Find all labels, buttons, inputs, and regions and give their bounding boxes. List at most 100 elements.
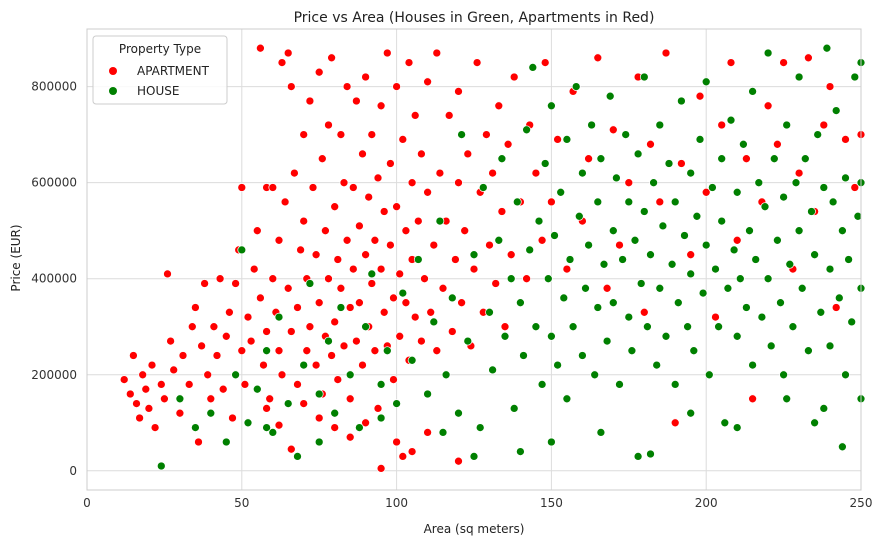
house-point <box>553 360 562 370</box>
apartment-point <box>296 245 305 255</box>
house-point <box>825 341 835 351</box>
apartment-point <box>166 336 175 346</box>
apartment-point <box>156 380 166 389</box>
apartment-point <box>321 226 330 236</box>
house-point <box>766 341 776 351</box>
house-point <box>748 87 757 96</box>
apartment-point <box>804 53 813 63</box>
house-point <box>268 428 278 437</box>
house-point <box>742 303 751 312</box>
y-tick-label: 200000 <box>31 368 77 382</box>
house-point <box>407 355 417 365</box>
house-point <box>729 245 739 255</box>
apartment-point <box>531 168 541 178</box>
house-point <box>602 336 612 346</box>
apartment-point <box>330 317 340 327</box>
house-point <box>494 235 504 245</box>
apartment-point <box>819 120 829 130</box>
house-point <box>748 360 757 370</box>
apartment-point <box>345 394 355 404</box>
apartment-point <box>850 183 860 192</box>
apartment-point <box>670 418 680 428</box>
house-point <box>819 183 829 192</box>
apartment-point <box>717 120 727 130</box>
y-tick-label: 0 <box>69 464 77 478</box>
house-point <box>825 264 835 274</box>
apartment-point <box>608 125 618 135</box>
house-point <box>735 274 745 284</box>
house-point <box>540 159 550 168</box>
apartment-point <box>509 72 519 82</box>
house-point <box>723 283 733 293</box>
apartment-point <box>200 279 209 288</box>
apartment-point <box>274 235 284 245</box>
house-point <box>485 307 494 317</box>
apartment-point <box>432 48 442 58</box>
apartment-point <box>454 456 463 466</box>
house-point <box>692 211 702 221</box>
house-point <box>819 404 829 413</box>
apartment-point <box>503 139 513 149</box>
apartment-point <box>175 408 185 418</box>
apartment-point <box>293 303 302 312</box>
house-point <box>361 322 370 332</box>
apartment-point <box>268 183 278 192</box>
apartment-point <box>330 423 340 432</box>
apartment-point <box>280 197 290 207</box>
apartment-point <box>392 202 401 212</box>
house-point <box>655 120 665 130</box>
house-point <box>608 226 618 236</box>
house-point <box>252 384 262 394</box>
apartment-point <box>451 255 460 264</box>
apartment-point <box>345 303 355 312</box>
apartment-point <box>472 58 482 67</box>
apartment-point <box>742 154 751 164</box>
apartment-point <box>695 91 705 101</box>
house-point <box>658 221 668 231</box>
apartment-point <box>460 226 470 236</box>
house-point <box>221 437 231 447</box>
apartment-point <box>500 322 510 332</box>
apartment-point <box>732 235 742 245</box>
house-point <box>293 452 302 461</box>
house-point <box>506 274 516 284</box>
apartment-point <box>290 168 299 178</box>
apartment-point <box>379 207 389 216</box>
house-point <box>547 101 556 111</box>
apartment-point <box>463 149 473 159</box>
apartment-point <box>373 173 383 183</box>
apartment-point <box>314 298 324 308</box>
apartment-point <box>187 322 197 332</box>
house-point <box>695 135 705 144</box>
apartment-point <box>268 274 278 284</box>
house-point <box>516 447 525 456</box>
apartment-point <box>382 48 392 58</box>
house-point <box>822 43 832 53</box>
apartment-point <box>497 207 507 216</box>
apartment-point <box>367 279 377 288</box>
apartment-point <box>348 264 358 274</box>
house-point <box>590 370 600 380</box>
apartment-point <box>243 312 253 322</box>
house-point <box>175 394 185 404</box>
apartment-point <box>454 87 463 96</box>
house-point <box>429 317 439 327</box>
apartment-point <box>317 154 327 164</box>
house-point <box>578 351 587 360</box>
apartment-point <box>491 279 501 288</box>
house-point <box>779 370 788 380</box>
house-point <box>757 312 767 322</box>
house-point <box>834 293 844 303</box>
apartment-point <box>259 360 268 370</box>
apartment-point <box>773 139 782 149</box>
apartment-point <box>831 303 841 312</box>
legend-label-apartment: APARTMENT <box>137 64 210 78</box>
apartment-point <box>237 346 247 356</box>
apartment-point <box>615 240 624 250</box>
plot-frame <box>86 28 862 491</box>
apartment-point <box>305 322 315 332</box>
apartment-point <box>494 101 504 111</box>
y-tick-label: 400000 <box>31 272 77 286</box>
x-tick-label: 100 <box>385 496 408 510</box>
